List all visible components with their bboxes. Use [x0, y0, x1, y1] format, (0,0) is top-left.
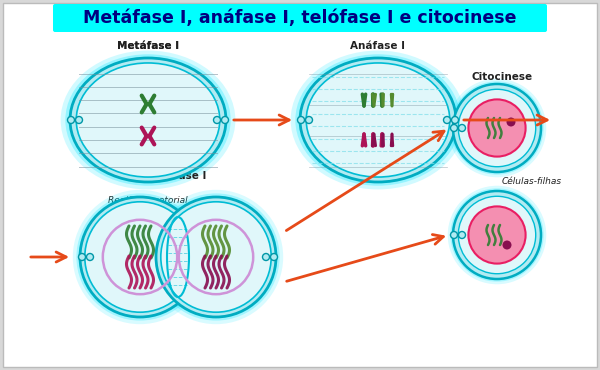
FancyBboxPatch shape	[53, 4, 547, 32]
Ellipse shape	[295, 54, 461, 186]
Circle shape	[453, 84, 541, 172]
Text: Metáfase I: Metáfase I	[117, 41, 179, 51]
Circle shape	[214, 117, 221, 124]
Circle shape	[86, 253, 94, 260]
Circle shape	[448, 79, 546, 177]
Circle shape	[502, 240, 511, 249]
Ellipse shape	[61, 51, 235, 189]
Ellipse shape	[73, 190, 207, 324]
Circle shape	[469, 100, 526, 157]
Circle shape	[458, 232, 466, 239]
Circle shape	[506, 118, 515, 127]
Ellipse shape	[300, 58, 456, 182]
Circle shape	[221, 117, 229, 124]
Text: Região equatorial
da célula: Região equatorial da célula	[108, 196, 188, 215]
Text: Células-filhas: Células-filhas	[502, 177, 562, 186]
Text: Citocinese: Citocinese	[472, 72, 533, 82]
Circle shape	[451, 124, 457, 131]
Circle shape	[451, 188, 544, 282]
Ellipse shape	[76, 194, 203, 320]
Ellipse shape	[70, 58, 226, 182]
Circle shape	[453, 191, 541, 279]
Circle shape	[469, 206, 526, 263]
Circle shape	[458, 124, 466, 131]
Circle shape	[305, 117, 313, 124]
Circle shape	[443, 117, 451, 124]
Circle shape	[271, 253, 277, 260]
Circle shape	[458, 89, 536, 167]
Ellipse shape	[306, 63, 450, 177]
Circle shape	[298, 117, 305, 124]
FancyBboxPatch shape	[3, 3, 597, 367]
Text: Metáfase I: Metáfase I	[117, 41, 179, 51]
Circle shape	[451, 81, 544, 175]
Ellipse shape	[65, 54, 230, 186]
Ellipse shape	[290, 51, 466, 189]
Text: Anáfase I: Anáfase I	[350, 41, 406, 51]
Circle shape	[68, 117, 74, 124]
Ellipse shape	[152, 194, 280, 320]
Circle shape	[448, 186, 546, 284]
Circle shape	[262, 253, 269, 260]
Circle shape	[451, 232, 457, 239]
Circle shape	[451, 117, 458, 124]
Ellipse shape	[76, 63, 220, 177]
Circle shape	[76, 117, 83, 124]
Circle shape	[161, 202, 271, 312]
Circle shape	[156, 197, 276, 317]
Circle shape	[79, 253, 86, 260]
Text: Telófase I: Telófase I	[150, 171, 206, 181]
Circle shape	[458, 196, 536, 274]
Ellipse shape	[149, 190, 283, 324]
Text: Metáfase I, anáfase I, telófase I e citocinese: Metáfase I, anáfase I, telófase I e cito…	[83, 9, 517, 27]
Circle shape	[85, 202, 195, 312]
Circle shape	[80, 197, 200, 317]
